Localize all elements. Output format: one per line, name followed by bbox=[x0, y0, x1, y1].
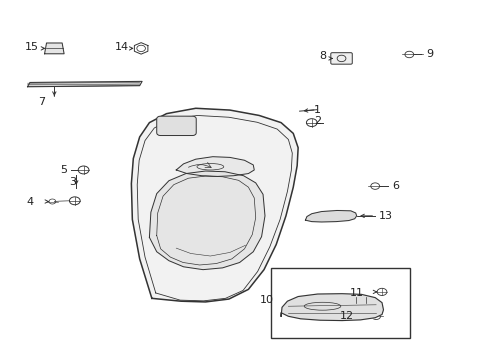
Text: 11: 11 bbox=[349, 288, 363, 298]
Text: 7: 7 bbox=[39, 97, 45, 107]
FancyBboxPatch shape bbox=[157, 116, 196, 135]
Text: 5: 5 bbox=[61, 165, 67, 175]
Polygon shape bbox=[176, 157, 254, 176]
Text: 12: 12 bbox=[339, 311, 353, 321]
Polygon shape bbox=[305, 211, 356, 222]
Polygon shape bbox=[149, 171, 264, 270]
Polygon shape bbox=[281, 294, 383, 320]
Bar bbox=[271, 268, 409, 338]
Polygon shape bbox=[44, 43, 64, 54]
Text: 9: 9 bbox=[426, 49, 432, 59]
Text: 8: 8 bbox=[318, 51, 325, 61]
Text: 3: 3 bbox=[69, 177, 76, 187]
Text: 6: 6 bbox=[391, 181, 398, 191]
Text: 4: 4 bbox=[26, 197, 34, 207]
Text: 1: 1 bbox=[313, 105, 321, 115]
Text: 14: 14 bbox=[114, 42, 128, 52]
Polygon shape bbox=[131, 108, 298, 302]
Text: 15: 15 bbox=[24, 42, 39, 52]
Text: 2: 2 bbox=[313, 116, 321, 126]
Text: 13: 13 bbox=[378, 211, 392, 221]
FancyBboxPatch shape bbox=[330, 53, 351, 64]
Text: 10: 10 bbox=[259, 295, 273, 305]
Polygon shape bbox=[27, 81, 142, 87]
